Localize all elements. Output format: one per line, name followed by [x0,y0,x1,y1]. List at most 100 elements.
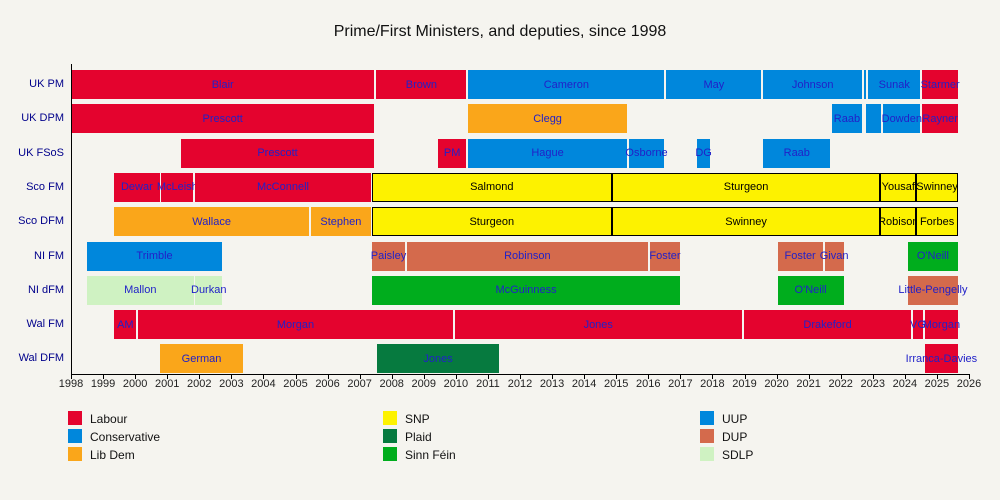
bar-label: Sunak [878,78,910,91]
timeline-bar: Sunak [868,70,921,99]
axis-tick-label: 2006 [315,378,340,390]
axis-tick [808,374,810,379]
legend-swatch [68,447,82,461]
bar-label: Morgan [276,318,315,331]
timeline-bar: Stephen [310,207,371,237]
axis-tick-label: 2013 [539,378,565,390]
timeline-bar: Jones [454,310,742,340]
axis-tick-label: 2019 [732,378,757,390]
legend-swatch [68,429,82,443]
axis-tick-label: 2003 [219,378,244,390]
timeline-bar: VG [910,310,926,340]
timeline-bar: Brown [376,70,467,99]
timeline-bar: O'Neill [777,275,844,305]
timeline-bar: Paisley [370,241,407,271]
bar-label: Raab [783,147,810,160]
timeline-bar [866,104,882,134]
x-axis-line [71,373,970,375]
timeline-bar: Sturgeon [611,172,881,202]
timeline-bar: Little-Pengelly [898,275,967,305]
bar-label: Cameron [543,78,589,91]
row-label: UK FSoS [18,146,64,159]
bar-label: Sturgeon [469,215,515,228]
bar-label: Trimble [136,250,173,262]
legend-swatch [700,429,714,443]
bar-label: VG [910,318,926,331]
timeline-bar: Foster [777,241,823,271]
bar-label: Morgan [922,318,961,331]
timeline-bar: PM [437,138,467,168]
legend-label: Labour [90,412,128,426]
bar-label: German [181,352,222,365]
axis-tick-label: 2025 [924,378,950,390]
timeline-bar: McConnell [195,172,371,202]
axis-tick [552,374,554,379]
chart-title: Prime/First Ministers, and deputies, sin… [333,23,667,40]
legend-label: SNP [405,412,430,426]
bar-label: Swinney [916,181,958,194]
timeline-bar: Prescott [180,138,375,168]
bar-label: AM [117,318,134,331]
bar-label: Salmond [470,181,514,194]
timeline-bar: Drakeford [743,310,912,340]
axis-tick [423,374,425,379]
axis-tick-label: 2001 [154,378,180,390]
row-label: Wal DFM [18,352,64,365]
bar-label: Sturgeon [723,181,769,194]
timeline-bar: Yousaf [880,172,917,202]
legend-swatch [700,411,714,425]
bar-label: Raab [833,112,861,125]
timeline-bar: Prescott [71,104,375,134]
timeline-bar: Dewar [114,172,160,202]
axis-tick [263,374,265,379]
bar-label: Paisley [370,250,407,262]
timeline-bar: McLeish [157,172,198,202]
bar-label: Foster [784,250,816,262]
axis-tick [199,374,201,379]
bar-label: Foster [649,250,681,262]
axis-tick-label: 2005 [283,378,308,390]
bar-label: Drakeford [803,318,852,331]
timeline-bar: Raab [832,104,862,134]
bar-label: Forbes [919,215,955,228]
y-axis-line [71,64,72,374]
legend-swatch [700,447,714,461]
axis-tick-label: 2008 [379,378,404,390]
timeline-bar: Swinney [916,172,959,202]
bar-label: Wallace [192,215,231,228]
bar-label: Jones [583,318,613,331]
bar-label: DG [695,147,712,160]
axis-tick [231,374,233,379]
axis-tick-label: 2009 [411,378,437,390]
timeline-bar: Hague [468,138,627,168]
axis-tick [872,374,874,379]
timeline-bar: Durkan [191,275,226,305]
axis-tick-label: 2024 [892,378,918,390]
axis-tick [359,374,361,379]
axis-tick [936,374,938,379]
bar-label: Durkan [191,284,227,297]
timeline-bar: Dowden [882,104,922,134]
bar-label: Rayner [922,112,958,125]
timeline-bar: Raab [763,138,831,168]
bar-label: Little-Pengelly [898,284,968,297]
timeline-bar: Johnson [763,70,862,99]
axis-tick-label: 2021 [796,378,821,390]
row-label: UK DPM [21,112,64,125]
axis-tick [680,374,682,379]
timeline-bar: O'Neill [907,241,959,271]
row-label: NI dFM [27,283,64,296]
timeline-bar: McGuinness [371,275,681,305]
bar-label: Givan [819,250,849,262]
timeline-bar: Trimble [87,241,223,271]
bar-label: Yousaf [881,181,915,194]
timeline-bar: Blair [71,70,375,99]
axis-tick [135,374,137,379]
bar-label: McLeish [156,181,198,194]
timeline-bar: Osborne [625,138,668,168]
axis-tick-label: 2000 [122,378,148,390]
timeline-bar: Rayner [922,104,959,134]
bar-label: Robinson [504,250,551,262]
row-label: Sco FM [26,180,64,193]
